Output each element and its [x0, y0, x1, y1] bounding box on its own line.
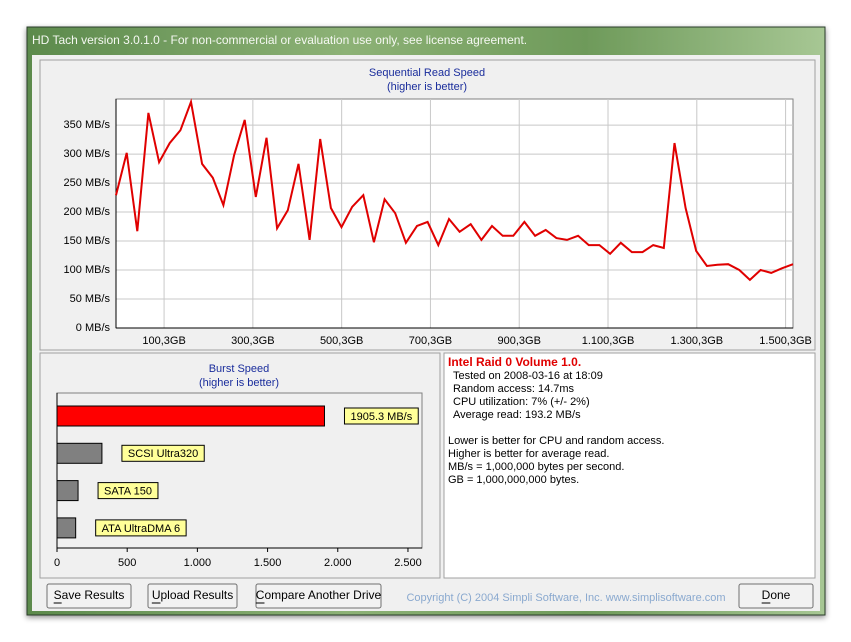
bar-label: SATA 150	[104, 486, 152, 498]
button[interactable]: Upload Results	[147, 583, 238, 609]
x-tick-label: 1.000	[184, 557, 212, 569]
info-panel	[443, 352, 816, 579]
x-tick-label: 2.500	[394, 557, 422, 569]
plot-area	[115, 98, 794, 329]
info-note: GB = 1,000,000,000 bytes.	[448, 474, 579, 486]
y-tick-label: 0 MB/s	[76, 322, 111, 334]
y-tick-label: 50 MB/s	[70, 293, 111, 305]
button[interactable]: Save Results	[46, 583, 132, 609]
info-line: CPU utilization: 7% (+/- 2%)	[453, 396, 590, 408]
bar	[56, 517, 77, 539]
bar-label-box	[121, 444, 205, 462]
info-heading: Intel Raid 0 Volume 1.0.	[448, 355, 581, 369]
y-tick-label: 250 MB/s	[64, 177, 111, 189]
y-tick-label: 350 MB/s	[64, 119, 111, 131]
button-face	[46, 583, 132, 609]
y-tick-label: 100 MB/s	[64, 264, 111, 276]
chart-title: Sequential Read Speed	[369, 67, 485, 79]
y-tick-label: 150 MB/s	[64, 235, 111, 247]
chart-subtitle: (higher is better)	[199, 377, 279, 389]
info-line: Average read: 193.2 MB/s	[453, 409, 581, 421]
bar-label-box	[95, 519, 187, 537]
window-title: HD Tach version 3.0.1.0 - For non-commer…	[32, 33, 527, 47]
button-label: Save Results	[54, 588, 125, 602]
info-note: Lower is better for CPU and random acces…	[448, 435, 664, 447]
info-line: Tested on 2008-03-16 at 18:09	[453, 370, 603, 382]
copyright: Copyright (C) 2004 Simpli Software, Inc.…	[406, 592, 725, 604]
x-tick-label: 100,3GB	[142, 335, 185, 347]
bar-label-box	[97, 482, 159, 500]
y-tick-label: 200 MB/s	[64, 206, 111, 218]
x-tick-label: 1.500	[254, 557, 282, 569]
x-tick-label: 1.300,3GB	[671, 335, 724, 347]
read-line	[115, 98, 794, 282]
button[interactable]: Compare Another Drive	[255, 583, 382, 609]
x-tick-label: 1.100,3GB	[582, 335, 635, 347]
button-label: Upload Results	[152, 588, 233, 602]
x-tick-label: 1.500,3GB	[759, 335, 812, 347]
info-note: MB/s = 1,000,000 bytes per second.	[448, 461, 624, 473]
x-tick-label: 900,3GB	[498, 335, 541, 347]
x-tick-label: 300,3GB	[231, 335, 274, 347]
x-tick-label: 0	[54, 557, 60, 569]
y-tick-label: 300 MB/s	[64, 148, 111, 160]
bar	[56, 405, 325, 427]
bar-label-box	[343, 407, 419, 425]
bar	[56, 442, 103, 464]
button-label: Compare Another Drive	[256, 588, 382, 602]
x-tick-label: 500,3GB	[320, 335, 363, 347]
bar-label: 1905.3 MB/s	[350, 411, 412, 423]
button-face	[147, 583, 238, 609]
button[interactable]: Done	[738, 583, 814, 609]
bar-label: ATA UltraDMA 6	[102, 523, 180, 535]
button-label: Done	[762, 588, 791, 602]
info-line: Random access: 14.7ms	[453, 383, 575, 395]
info-note: Higher is better for average read.	[448, 448, 609, 460]
x-tick-label: 2.000	[324, 557, 352, 569]
x-tick-label: 500	[118, 557, 136, 569]
chart-subtitle: (higher is better)	[387, 81, 467, 93]
chart-title: Burst Speed	[209, 363, 270, 375]
bar	[56, 480, 79, 502]
bar-label: SCSI Ultra320	[128, 448, 198, 460]
x-tick-label: 700,3GB	[409, 335, 452, 347]
button-face	[255, 583, 382, 609]
button-face	[738, 583, 814, 609]
